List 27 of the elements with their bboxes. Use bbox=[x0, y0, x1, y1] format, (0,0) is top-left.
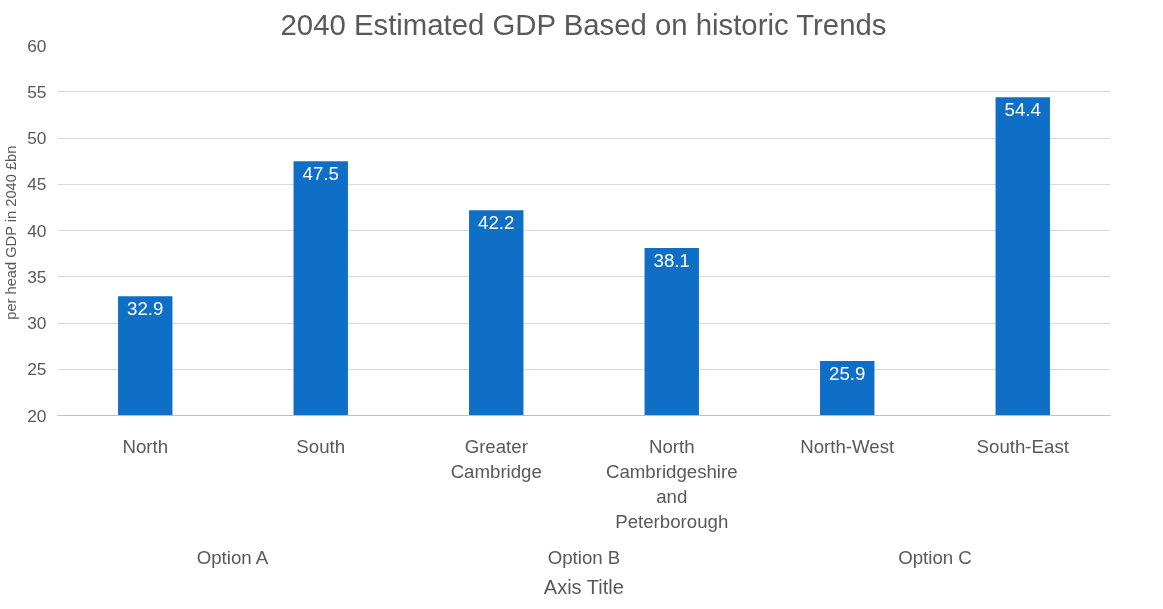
y-tick-label: 30 bbox=[27, 313, 47, 333]
y-tick-label: 60 bbox=[27, 35, 47, 56]
y-tick-label: 50 bbox=[27, 128, 47, 148]
y-tick-label: 55 bbox=[27, 81, 47, 102]
data-label: 38.1 bbox=[653, 250, 690, 272]
data-label: 42.2 bbox=[478, 212, 515, 234]
y-tick-label: 35 bbox=[27, 266, 47, 287]
x-tick-label: North-West bbox=[800, 435, 896, 457]
data-label: 47.5 bbox=[302, 163, 339, 185]
data-label: 54.4 bbox=[1004, 99, 1041, 121]
text: Option C bbox=[898, 546, 972, 568]
x-tick-label: South bbox=[296, 435, 346, 457]
x-tick-label: South-East bbox=[976, 435, 1070, 457]
x-tick-label: Greater Cambridge bbox=[450, 435, 542, 482]
y-axis-title: per head GDP in 2040 £bn bbox=[3, 145, 20, 320]
data-label: 32.9 bbox=[127, 298, 164, 320]
text: Option A bbox=[196, 546, 269, 568]
x-tick-label: North Cambridgeshire and Peterborough bbox=[605, 435, 738, 533]
text: Option B bbox=[547, 546, 621, 568]
data-label: 25.9 bbox=[829, 362, 866, 384]
x-axis-title: Axis Title bbox=[543, 575, 624, 598]
y-tick-label: 25 bbox=[27, 359, 47, 380]
x-tick-label: North bbox=[122, 435, 169, 457]
y-tick-label: 40 bbox=[27, 220, 47, 241]
y-tick-label: 45 bbox=[27, 174, 47, 195]
y-tick-label: 20 bbox=[27, 405, 47, 426]
chart-title: 2040 Estimated GDP Based on historic Trends bbox=[280, 7, 887, 41]
